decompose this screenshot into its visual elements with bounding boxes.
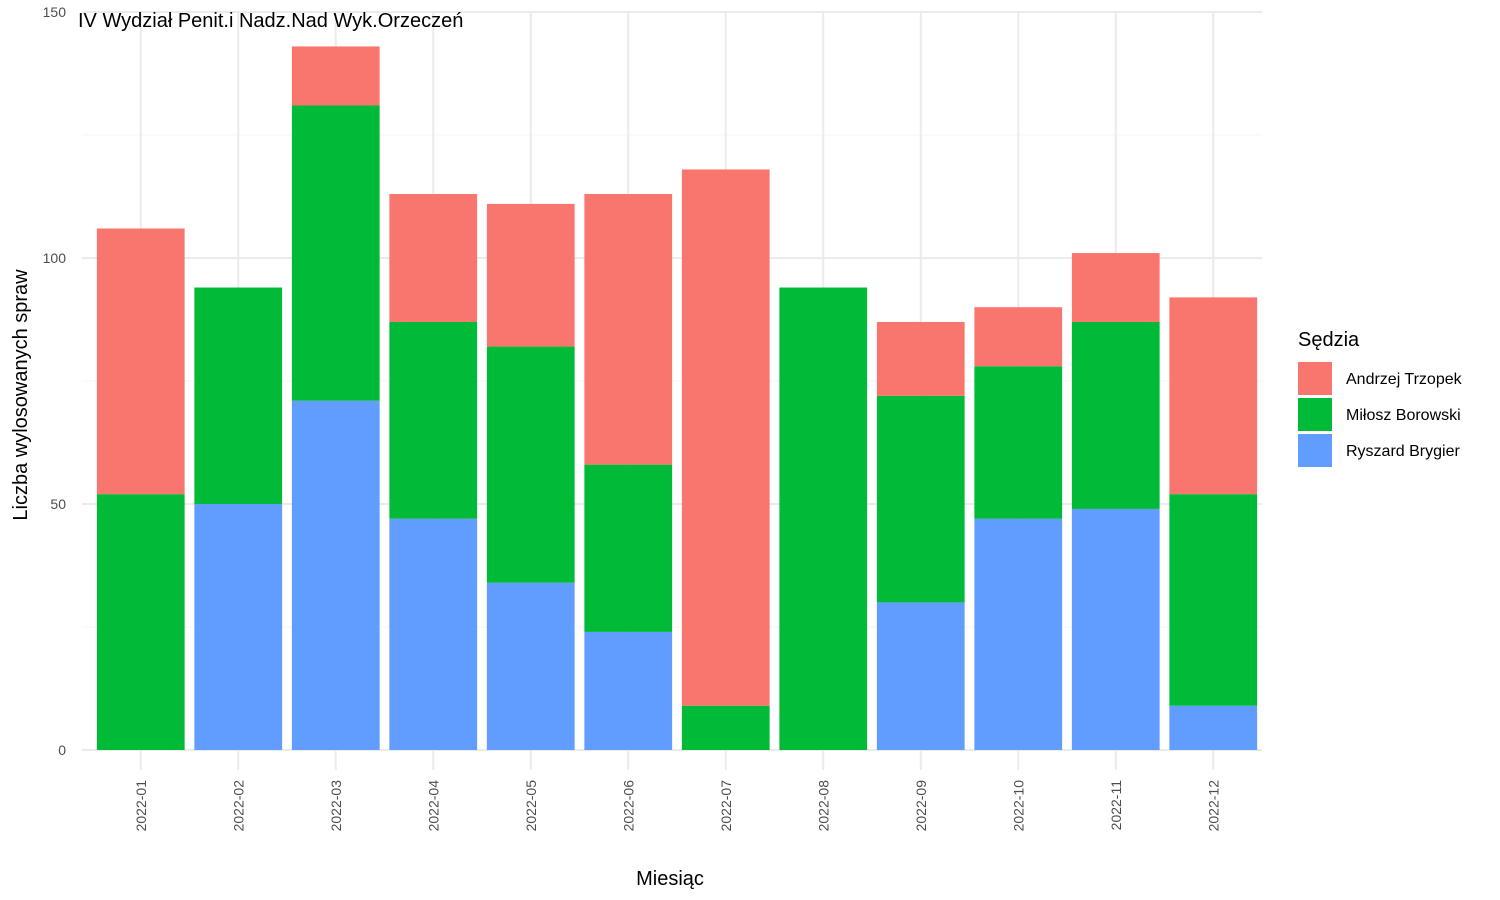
bar-segment xyxy=(681,169,770,706)
x-tick-label: 2022-02 xyxy=(230,780,246,832)
bar-segment xyxy=(779,287,868,750)
bar-segment xyxy=(681,705,770,750)
bar-segment xyxy=(1169,297,1258,495)
bar-segment xyxy=(96,494,185,750)
y-axis-ticks: 0 50 100 150 xyxy=(43,4,67,758)
bar-segment xyxy=(194,504,283,750)
bar-segment xyxy=(486,346,575,583)
bar-segment xyxy=(291,46,380,106)
legend-label: Ryszard Brygier xyxy=(1346,443,1460,460)
legend-key xyxy=(1298,362,1332,395)
bar-segment xyxy=(291,400,380,750)
legend-label: Andrzej Trzopek xyxy=(1346,371,1463,388)
x-tick-label: 2022-12 xyxy=(1205,780,1221,832)
bar-segment xyxy=(974,307,1063,367)
legend-key xyxy=(1298,434,1332,467)
bar-segment xyxy=(584,631,673,750)
x-tick-label: 2022-05 xyxy=(523,780,539,832)
bar-segment xyxy=(1071,321,1160,509)
y-tick-label: 50 xyxy=(50,496,66,512)
x-tick-label: 2022-09 xyxy=(913,780,929,832)
y-axis-title: Liczba wylosowanych spraw xyxy=(10,269,32,521)
bar-segment xyxy=(1169,705,1258,750)
bar-segment xyxy=(1071,253,1160,322)
bar-segment xyxy=(974,366,1063,519)
bar-segment xyxy=(876,602,965,750)
x-tick-label: 2022-04 xyxy=(425,780,441,832)
bar-segment xyxy=(584,194,673,465)
legend-label: Miłosz Borowski xyxy=(1346,407,1461,424)
bar-segment xyxy=(486,582,575,750)
x-tick-label: 2022-03 xyxy=(328,780,344,832)
bar-segment xyxy=(194,287,283,504)
x-tick-label: 2022-01 xyxy=(133,780,149,832)
x-tick-label: 2022-08 xyxy=(815,780,831,832)
legend: Sędzia Andrzej Trzopek Miłosz Borowski Rys… xyxy=(1298,329,1463,467)
bar-segment xyxy=(1169,494,1258,706)
x-axis-ticks: 2022-01 2022-02 2022-03 2022-04 2022-05 2022-… xyxy=(133,780,1222,832)
x-tick-label: 2022-06 xyxy=(620,780,636,832)
legend-title: Sędzia xyxy=(1298,329,1360,351)
bar-segment xyxy=(876,321,965,396)
y-tick-label: 0 xyxy=(58,742,66,758)
y-tick-label: 150 xyxy=(43,4,67,20)
bar-segment xyxy=(96,228,185,495)
y-tick-label: 100 xyxy=(43,250,67,266)
bar-segment xyxy=(389,194,478,322)
bar-segment xyxy=(876,395,965,603)
bar-segment xyxy=(389,518,478,750)
bars xyxy=(96,46,1258,750)
bar-segment xyxy=(389,321,478,519)
x-tick-label: 2022-10 xyxy=(1010,780,1026,832)
bar-segment xyxy=(291,105,380,401)
x-tick-label: 2022-07 xyxy=(718,780,734,832)
chart-title: IV Wydział Penit.i Nadz.Nad Wyk.Orzeczeń xyxy=(78,10,463,32)
legend-key xyxy=(1298,398,1332,431)
x-axis-title: Miesiąc xyxy=(636,868,704,890)
bar-segment xyxy=(486,203,575,347)
bar-segment xyxy=(584,464,673,632)
x-tick-label: 2022-11 xyxy=(1108,780,1124,831)
bar-segment xyxy=(974,518,1063,750)
bar-segment xyxy=(1071,508,1160,750)
